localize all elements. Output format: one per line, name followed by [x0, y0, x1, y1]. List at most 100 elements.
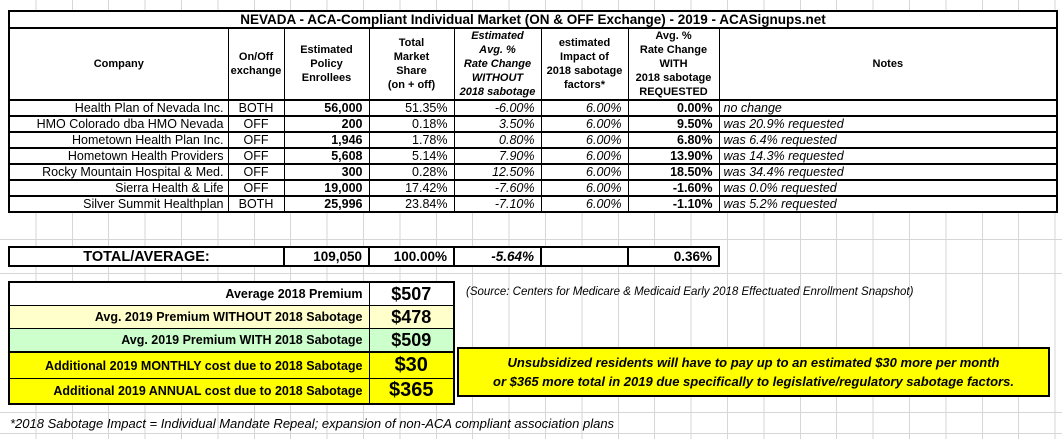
cell-notes[interactable]: was 20.9% requested	[718, 115, 1058, 133]
sheet-gridline	[0, 433, 1062, 434]
table-title-row: NEVADA - ACA-Compliant Individual Market…	[8, 10, 1058, 29]
col-header-market-share[interactable]: Total Market Share (on + off)	[368, 27, 455, 101]
premium-value[interactable]: $30	[368, 351, 455, 379]
premium-label[interactable]: Avg. 2019 Premium WITH 2018 Sabotage	[8, 328, 370, 354]
cell-impact[interactable]: 6.00%	[540, 131, 629, 149]
table-header-row: Company On/Off exchange Estimated Policy…	[8, 27, 1058, 101]
cell-rate-with[interactable]: 6.80%	[627, 131, 720, 149]
total-spacer-cell	[540, 246, 629, 267]
table-row: Hometown Health Plan Inc. OFF 1,946 1.78…	[8, 131, 1058, 149]
total-rate-with[interactable]: 0.36%	[627, 246, 720, 267]
cell-company[interactable]: Sierra Health & Life	[8, 179, 229, 197]
col-header-rate-without-sabotage[interactable]: Estimated Avg. % Rate Change WITHOUT 201…	[453, 27, 542, 101]
premium-value[interactable]: $507	[368, 281, 455, 307]
source-note[interactable]: (Source: Centers for Medicare & Medicaid…	[466, 286, 914, 298]
cell-market-share[interactable]: 1.78%	[368, 131, 455, 149]
cell-impact[interactable]: 6.00%	[540, 195, 629, 213]
cell-company[interactable]: Hometown Health Plan Inc.	[8, 131, 229, 149]
premium-row: Avg. 2019 Premium WITHOUT 2018 Sabotage …	[8, 305, 455, 330]
cell-enrollees[interactable]: 1,946	[283, 131, 370, 149]
cell-notes[interactable]: was 5.2% requested	[718, 195, 1058, 213]
col-header-rate-with-sabotage[interactable]: Avg. % Rate Change WITH 2018 sabotage RE…	[627, 27, 720, 101]
cell-enrollees[interactable]: 25,996	[283, 195, 370, 213]
cell-rate-with[interactable]: -1.60%	[627, 179, 720, 197]
cell-rate-with[interactable]: -1.10%	[627, 195, 720, 213]
premium-row: Additional 2019 ANNUAL cost due to 2018 …	[8, 377, 455, 405]
cell-company[interactable]: Silver Summit Healthplan	[8, 195, 229, 213]
cell-rate-without[interactable]: 3.50%	[453, 115, 542, 133]
cell-rate-with[interactable]: 0.00%	[627, 99, 720, 117]
cell-impact[interactable]: 6.00%	[540, 99, 629, 117]
premium-value[interactable]: $365	[368, 377, 455, 405]
cell-company[interactable]: HMO Colorado dba HMO Nevada	[8, 115, 229, 133]
cell-exchange[interactable]: OFF	[227, 131, 285, 149]
cell-rate-without[interactable]: 0.80%	[453, 131, 542, 149]
footnote[interactable]: *2018 Sabotage Impact = Individual Manda…	[10, 416, 615, 431]
sheet-gridline	[0, 412, 1062, 413]
cell-rate-with[interactable]: 13.90%	[627, 147, 720, 165]
cell-rate-without[interactable]: 7.90%	[453, 147, 542, 165]
sabotage-note-box[interactable]: Unsubsidized residents will have to pay …	[457, 347, 1050, 397]
premium-row: Avg. 2019 Premium WITH 2018 Sabotage $50…	[8, 328, 455, 354]
cell-company[interactable]: Rocky Mountain Hospital & Med.	[8, 163, 229, 181]
total-market-share[interactable]: 100.00%	[368, 246, 455, 267]
cell-market-share[interactable]: 17.42%	[368, 179, 455, 197]
cell-notes[interactable]: was 0.0% requested	[718, 179, 1058, 197]
cell-impact[interactable]: 6.00%	[540, 147, 629, 165]
cell-rate-without[interactable]: -7.10%	[453, 195, 542, 213]
cell-exchange[interactable]: OFF	[227, 179, 285, 197]
cell-market-share[interactable]: 0.28%	[368, 163, 455, 181]
cell-enrollees[interactable]: 56,000	[283, 99, 370, 117]
total-enrollees[interactable]: 109,050	[283, 246, 370, 267]
cell-exchange[interactable]: BOTH	[227, 99, 285, 117]
col-header-company[interactable]: Company	[8, 27, 229, 101]
cell-exchange[interactable]: OFF	[227, 115, 285, 133]
premium-label[interactable]: Average 2018 Premium	[8, 281, 370, 307]
cell-enrollees[interactable]: 300	[283, 163, 370, 181]
cell-notes[interactable]: no change	[718, 99, 1058, 117]
cell-exchange[interactable]: BOTH	[227, 195, 285, 213]
cell-market-share[interactable]: 51.35%	[368, 99, 455, 117]
cell-company[interactable]: Hometown Health Providers	[8, 147, 229, 165]
cell-rate-without[interactable]: -6.00%	[453, 99, 542, 117]
premium-value[interactable]: $509	[368, 328, 455, 354]
cell-company[interactable]: Health Plan of Nevada Inc.	[8, 99, 229, 117]
total-row: TOTAL/AVERAGE: 109,050 100.00% -5.64% 0.…	[8, 246, 720, 267]
cell-notes[interactable]: was 6.4% requested	[718, 131, 1058, 149]
premium-label[interactable]: Avg. 2019 Premium WITHOUT 2018 Sabotage	[8, 305, 370, 330]
table-row: HMO Colorado dba HMO Nevada OFF 200 0.18…	[8, 115, 1058, 133]
table-row: Hometown Health Providers OFF 5,608 5.14…	[8, 147, 1058, 165]
total-label[interactable]: TOTAL/AVERAGE:	[8, 246, 285, 267]
cell-exchange[interactable]: OFF	[227, 163, 285, 181]
premium-row: Additional 2019 MONTHLY cost due to 2018…	[8, 351, 455, 379]
col-header-notes[interactable]: Notes	[718, 27, 1058, 101]
cell-market-share[interactable]: 23.84%	[368, 195, 455, 213]
col-header-exchange[interactable]: On/Off exchange	[227, 27, 285, 101]
cell-enrollees[interactable]: 19,000	[283, 179, 370, 197]
cell-market-share[interactable]: 0.18%	[368, 115, 455, 133]
premium-row: Average 2018 Premium $507	[8, 281, 455, 307]
cell-enrollees[interactable]: 5,608	[283, 147, 370, 165]
cell-notes[interactable]: was 14.3% requested	[718, 147, 1058, 165]
cell-impact[interactable]: 6.00%	[540, 163, 629, 181]
premium-label[interactable]: Additional 2019 MONTHLY cost due to 2018…	[8, 351, 370, 379]
premium-value[interactable]: $478	[368, 305, 455, 330]
cell-impact[interactable]: 6.00%	[540, 115, 629, 133]
table-title[interactable]: NEVADA - ACA-Compliant Individual Market…	[8, 10, 1058, 29]
col-header-enrollees[interactable]: Estimated Policy Enrollees	[283, 27, 370, 101]
market-table: NEVADA - ACA-Compliant Individual Market…	[8, 10, 1059, 213]
table-row: Silver Summit Healthplan BOTH 25,996 23.…	[8, 195, 1058, 213]
cell-enrollees[interactable]: 200	[283, 115, 370, 133]
total-rate-without[interactable]: -5.64%	[453, 246, 542, 267]
cell-rate-without[interactable]: 12.50%	[453, 163, 542, 181]
cell-impact[interactable]: 6.00%	[540, 179, 629, 197]
cell-rate-with[interactable]: 18.50%	[627, 163, 720, 181]
cell-notes[interactable]: was 34.4% requested	[718, 163, 1058, 181]
cell-rate-with[interactable]: 9.50%	[627, 115, 720, 133]
premium-label[interactable]: Additional 2019 ANNUAL cost due to 2018 …	[8, 377, 370, 405]
cell-exchange[interactable]: OFF	[227, 147, 285, 165]
cell-market-share[interactable]: 5.14%	[368, 147, 455, 165]
col-header-sabotage-impact[interactable]: estimated Impact of 2018 sabotage factor…	[540, 27, 629, 101]
cell-rate-without[interactable]: -7.60%	[453, 179, 542, 197]
